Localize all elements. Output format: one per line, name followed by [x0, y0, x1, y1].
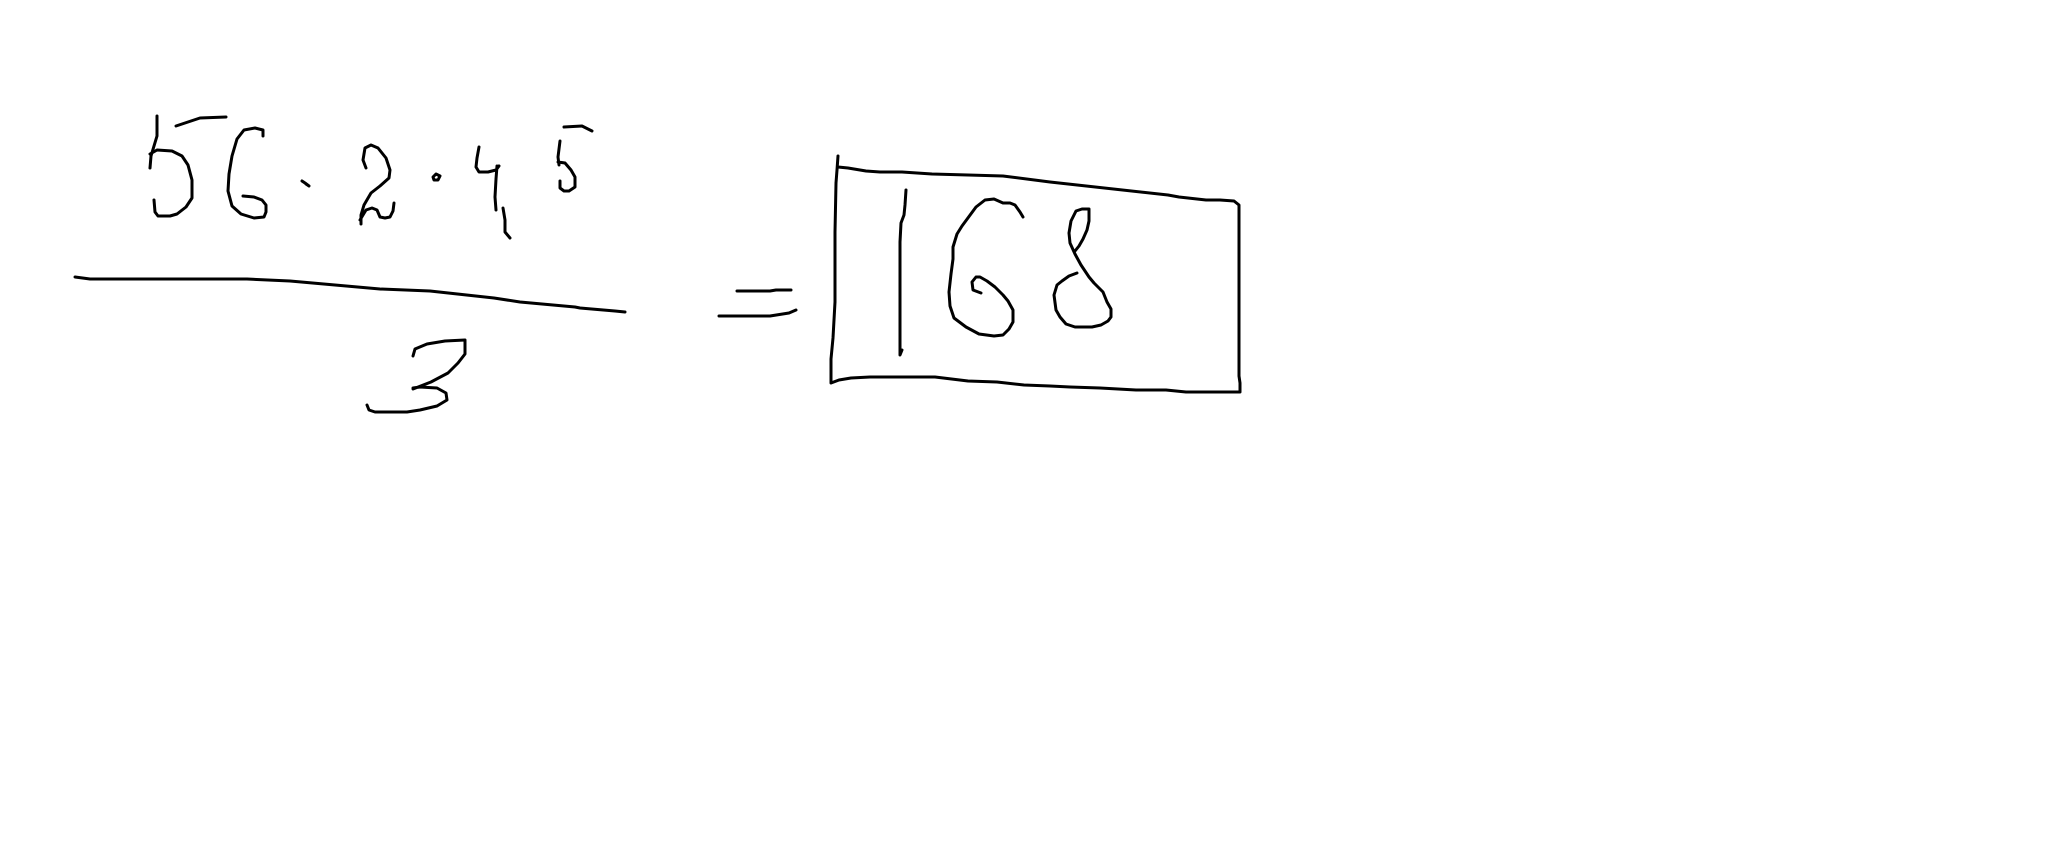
digit-6-result-stroke — [947, 197, 1025, 338]
multiply-dot-2 — [431, 172, 442, 182]
digit-5-decimal-stroke — [556, 124, 594, 193]
result-strokes — [898, 188, 1113, 357]
decimal-comma — [501, 206, 512, 240]
result-box — [829, 154, 1242, 394]
multiply-dot-1 — [300, 179, 311, 188]
fraction-bar — [73, 275, 627, 314]
equals-sign — [717, 288, 798, 318]
digit-4-stroke — [474, 145, 501, 212]
digit-2-stroke — [358, 143, 396, 226]
digit-1-stroke — [898, 188, 908, 357]
digit-3-stroke — [365, 338, 467, 414]
digit-8-result-stroke — [1052, 207, 1113, 329]
numerator-strokes — [148, 114, 594, 240]
digit-5-stroke — [148, 114, 228, 218]
digit-6-stroke — [226, 126, 268, 220]
